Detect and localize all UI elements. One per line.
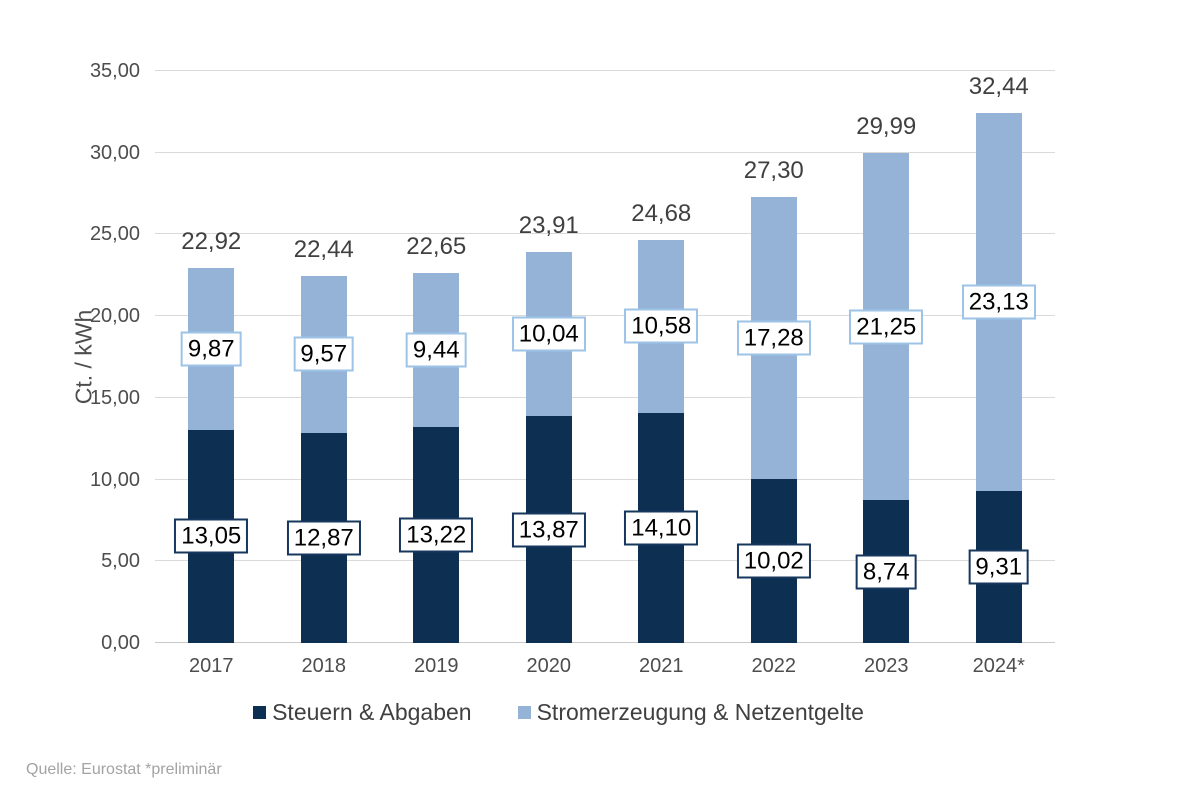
category-label: 2017 [189, 655, 234, 677]
y-axis-ticks: 0,00 5,00 10,00 15,00 20,00 25,00 30,00 35,00 [0, 60, 140, 654]
segment-value-label: 12,87 [286, 520, 361, 556]
segment-value-label: 14,10 [624, 510, 699, 546]
segment-value-label: 21,25 [849, 309, 924, 345]
gridline [155, 560, 1055, 562]
total-value-label: 22,65 [406, 232, 467, 260]
gridline [155, 315, 1055, 317]
legend-item-steuern-abgaben: Steuern & Abgaben [253, 699, 472, 726]
segment-value-label: 9,87 [180, 331, 242, 367]
category-label: 2018 [301, 655, 347, 677]
legend-item-stromerzeugung-netzentgelte: Stromerzeugung & Netzentgelte [517, 699, 864, 726]
source-note: Quelle: Eurostat *preliminär [26, 761, 222, 778]
gridline [155, 396, 1055, 398]
segment-value-label: 9,31 [968, 549, 1030, 585]
y-tick-label: 15,00 [89, 386, 140, 409]
segment-value-label: 8,74 [855, 554, 917, 590]
segment-value-label: 10,04 [511, 316, 586, 352]
category-label: 2020 [526, 655, 572, 677]
segment-value-label: 9,44 [405, 332, 467, 368]
legend: Steuern & Abgaben Stromerzeugung & Netzen… [0, 699, 1117, 726]
gridline [155, 151, 1055, 153]
y-tick-label: 35,00 [89, 60, 140, 82]
total-value-label: 32,44 [968, 72, 1029, 100]
segment-value-label: 10,02 [736, 543, 811, 579]
total-value-label: 27,30 [743, 156, 804, 184]
legend-label: Steuern & Abgaben [272, 699, 472, 725]
segment-value-label: 13,05 [174, 518, 249, 554]
plot-area: 13,05 9,87 22,92 12,87 9,57 22,44 13,22 9,44 22,… [155, 70, 1055, 643]
y-tick-label: 0,00 [101, 632, 140, 654]
x-axis-line [155, 642, 1055, 643]
gridline [155, 233, 1055, 235]
segment-value-label: 17,28 [736, 320, 811, 356]
category-label: 2022 [751, 655, 797, 677]
y-tick-label: 10,00 [89, 468, 140, 491]
total-value-label: 29,99 [856, 112, 917, 140]
category-label: 2021 [639, 655, 684, 677]
legend-swatch-stromerzeugung-netzentgelte [517, 706, 531, 719]
total-value-label: 23,91 [518, 212, 579, 240]
gridline [155, 478, 1055, 480]
category-label: 2019 [414, 655, 459, 677]
segment-value-label: 13,87 [511, 512, 586, 548]
category-label: 2024* [972, 655, 1025, 677]
legend-swatch-steuern-abgaben [253, 706, 267, 719]
y-tick-label: 20,00 [89, 305, 140, 328]
category-label: 2023 [864, 655, 909, 677]
segment-value-label: 13,22 [399, 517, 474, 553]
segment-value-label: 9,57 [293, 336, 355, 372]
y-tick-label: 30,00 [89, 141, 140, 164]
gridline [155, 70, 1055, 71]
segment-value-label: 23,13 [961, 284, 1036, 320]
total-value-label: 22,44 [293, 236, 354, 264]
legend-label: Stromerzeugung & Netzentgelte [536, 699, 864, 725]
x-axis-labels: 2017 2018 2019 2020 2021 2022 2023 2024* [155, 654, 1055, 680]
segment-value-label: 10,58 [624, 308, 699, 344]
y-tick-label: 5,00 [101, 550, 140, 573]
total-value-label: 22,92 [181, 228, 242, 256]
y-tick-label: 25,00 [89, 223, 140, 246]
total-value-label: 24,68 [631, 199, 692, 227]
